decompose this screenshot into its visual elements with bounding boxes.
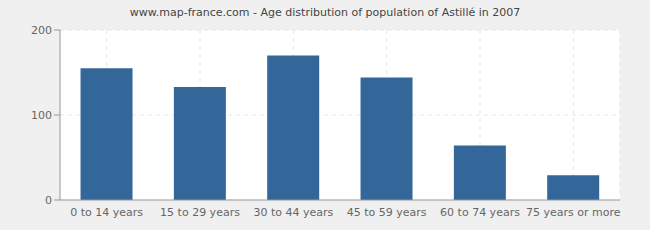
svg-text:60 to 74 years: 60 to 74 years: [440, 206, 520, 219]
svg-text:15 to 29 years: 15 to 29 years: [160, 206, 240, 219]
svg-text:200: 200: [31, 24, 52, 37]
svg-text:75 years or more: 75 years or more: [526, 206, 621, 219]
svg-text:0: 0: [45, 194, 52, 207]
svg-text:100: 100: [31, 109, 52, 122]
svg-text:45 to 59 years: 45 to 59 years: [347, 206, 427, 219]
svg-text:30 to 44 years: 30 to 44 years: [253, 206, 333, 219]
html-text:www.map-france.com - Age distr: www.map-france.com - Age distribution of…: [129, 6, 521, 19]
svg-text:0 to 14 years: 0 to 14 years: [70, 206, 143, 219]
